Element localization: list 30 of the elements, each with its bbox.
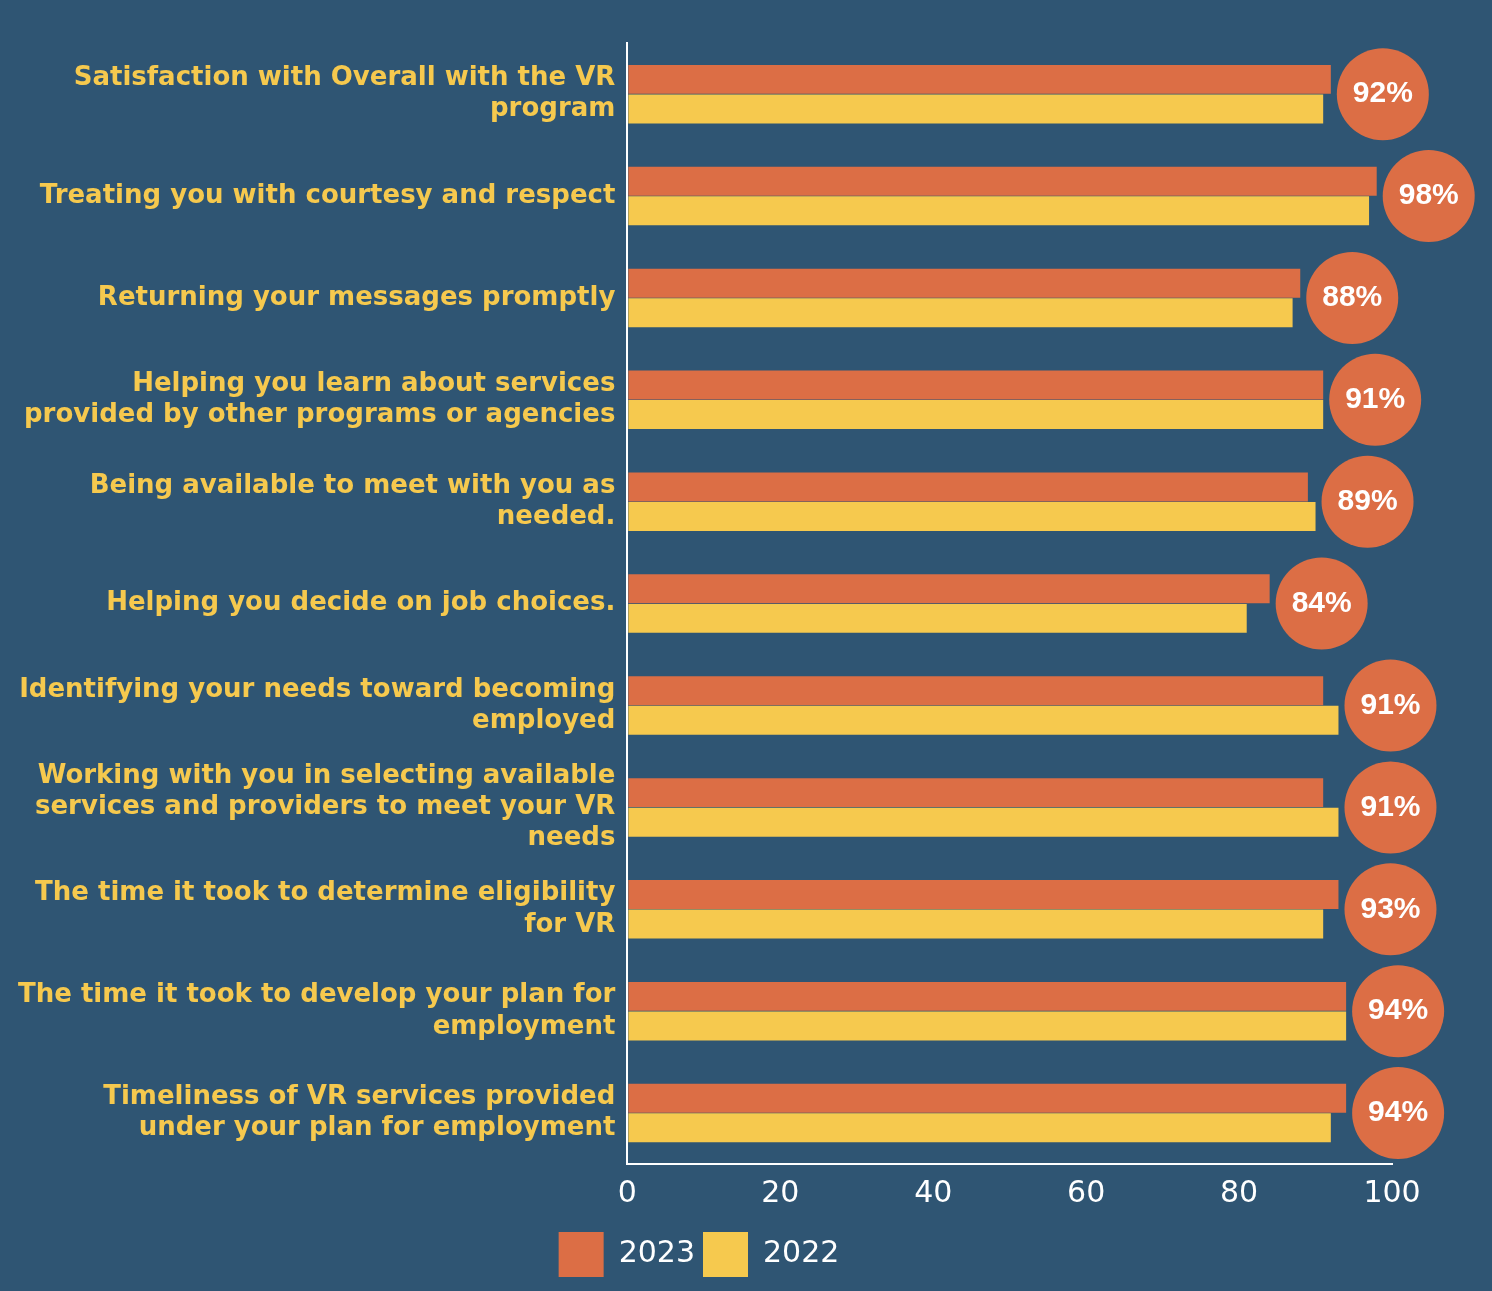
y-tick-label: Satisfaction with Overall with the VR program bbox=[73, 61, 616, 123]
x-tick-label: 60 bbox=[1067, 1173, 1106, 1209]
data-label: 84% bbox=[1291, 584, 1352, 618]
data-label: 88% bbox=[1322, 279, 1383, 313]
y-tick-label: Timeliness of VR services provided under your plan for employment bbox=[103, 1080, 616, 1142]
data-label: 91% bbox=[1360, 788, 1421, 822]
x-tick-label: 80 bbox=[1219, 1173, 1259, 1209]
y-tick-label: Being available to meet with you as needed. bbox=[89, 468, 616, 531]
x-tick-label: 40 bbox=[914, 1173, 953, 1209]
y-tick-label: Returning your messages promptly bbox=[97, 280, 616, 311]
data-label: 89% bbox=[1337, 482, 1398, 516]
legend-label: 2023 bbox=[618, 1234, 696, 1270]
x-tick-label: 0 bbox=[617, 1173, 637, 1209]
data-label: 91% bbox=[1360, 686, 1421, 720]
y-tick-label: Working with you in selecting available services and providers to meet your VR needs bbox=[35, 758, 616, 852]
data-label: 98% bbox=[1398, 177, 1459, 211]
data-label: 94% bbox=[1368, 992, 1429, 1026]
data-label: 94% bbox=[1368, 1094, 1429, 1128]
x-tick-label: 100 bbox=[1363, 1173, 1421, 1209]
legend-label: 2022 bbox=[763, 1234, 840, 1270]
y-tick-label: Treating you with courtesy and respect bbox=[39, 178, 616, 209]
x-tick-label: 20 bbox=[761, 1173, 800, 1209]
data-label: 92% bbox=[1352, 75, 1413, 109]
y-tick-label: The time it took to determine eligibility for VR bbox=[35, 876, 616, 938]
y-tick-label: The time it took to develop your plan for employment bbox=[17, 978, 616, 1040]
y-tick-label: Helping you decide on job choices. bbox=[106, 586, 616, 617]
data-label: 91% bbox=[1345, 381, 1406, 415]
y-tick-label: Identifying your needs toward becoming employed bbox=[19, 672, 616, 734]
y-tick-label: Helping you learn about services provided by other programs or agencies bbox=[24, 366, 616, 429]
data-label: 93% bbox=[1360, 890, 1421, 924]
